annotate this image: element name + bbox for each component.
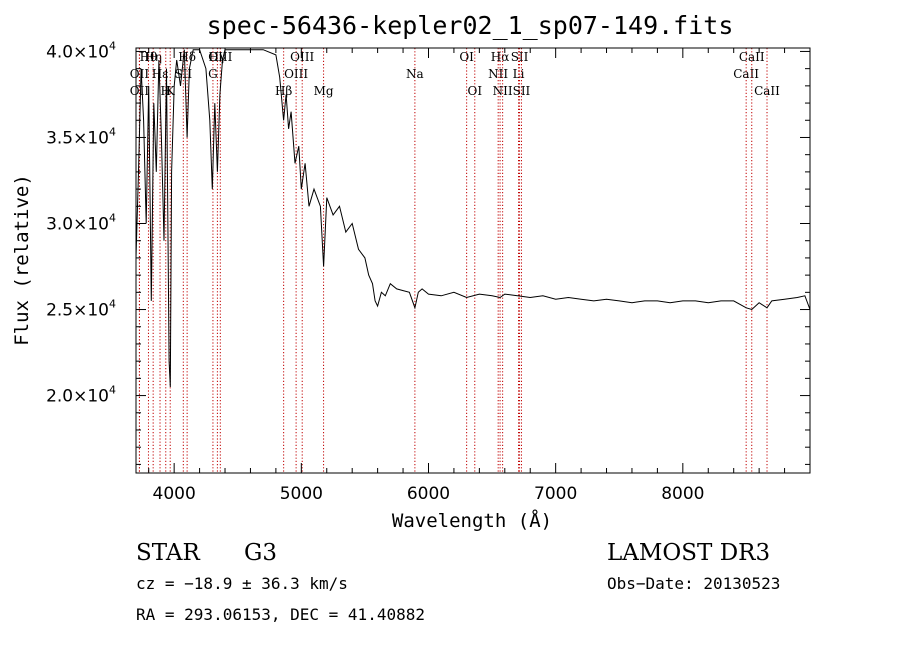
line-marker-label: CaII	[733, 67, 759, 81]
emission-line-markers: OIIOIIHθHηHεHKHδSIIHγOIIIGHβOIIIOIIIMgNa…	[130, 48, 780, 473]
line-marker-label: NII	[488, 67, 508, 81]
y-axis-ticks: 2.0×104 2.5×104 3.0×104 3.5×104 4.0×104	[46, 39, 810, 465]
line-marker-label: Hβ	[275, 84, 292, 98]
y-tick-label: 3.5×104	[46, 125, 116, 148]
line-marker-label: Mg	[314, 84, 334, 98]
plot-frame	[135, 47, 811, 474]
line-marker-label: Hα	[491, 50, 510, 64]
y-tick-label: 4.0×104	[46, 39, 116, 62]
chart-title: spec-56436-kepler02_1_sp07-149.fits	[207, 11, 734, 40]
redshift-velocity: cz = −18.9 ± 36.3 km/s	[136, 574, 348, 593]
line-marker-label: Hγ	[209, 50, 227, 64]
line-marker-label: Li	[513, 67, 525, 81]
line-marker-label: OIII	[208, 50, 232, 64]
x-axis-label: Wavelength (Å)	[392, 509, 552, 532]
line-marker-label: OII	[130, 84, 150, 98]
line-marker-label: Hθ	[140, 50, 158, 64]
line-marker-label: OI	[459, 50, 474, 64]
line-marker-label: K	[166, 84, 176, 98]
sky-coordinates: RA = 293.06153, DEC = 41.40882	[136, 605, 425, 624]
line-marker-label: CaII	[739, 50, 765, 64]
y-tick-label: 2.5×104	[46, 298, 116, 321]
line-marker-label: Hδ	[178, 50, 196, 64]
line-marker-label: OI	[467, 84, 482, 98]
object-subclass: G3	[244, 540, 277, 566]
line-marker-label: CaII	[754, 84, 780, 98]
observation-date: Obs−Date: 20130523	[607, 574, 780, 593]
x-tick-label: 7000	[534, 484, 577, 504]
spectrum-line	[135, 49, 811, 388]
line-marker-label: SII	[511, 50, 529, 64]
line-marker-label: Na	[406, 67, 424, 81]
line-marker-label: OIII	[290, 50, 314, 64]
x-tick-label: 6000	[407, 484, 450, 504]
x-tick-label: 8000	[661, 484, 704, 504]
line-marker-label: Hη	[144, 50, 162, 64]
x-tick-label: 5000	[280, 484, 323, 504]
y-axis-label: Flux (relative)	[11, 174, 33, 346]
line-marker-label: NII	[493, 84, 513, 98]
spectrum-layer	[135, 49, 811, 388]
x-tick-label: 4000	[153, 484, 196, 504]
object-class: STAR	[136, 540, 200, 566]
line-marker-label: OIII	[284, 67, 308, 81]
y-tick-label: 3.0×104	[46, 212, 116, 235]
line-marker-label: Hε	[152, 67, 169, 81]
y-tick-label: 2.0×104	[46, 384, 116, 407]
line-marker-label: SII	[513, 84, 531, 98]
x-axis-ticks: 4000 5000 6000 7000 8000	[148, 48, 786, 504]
survey-name: LAMOST DR3	[607, 540, 770, 566]
line-marker-label: G	[208, 67, 218, 81]
